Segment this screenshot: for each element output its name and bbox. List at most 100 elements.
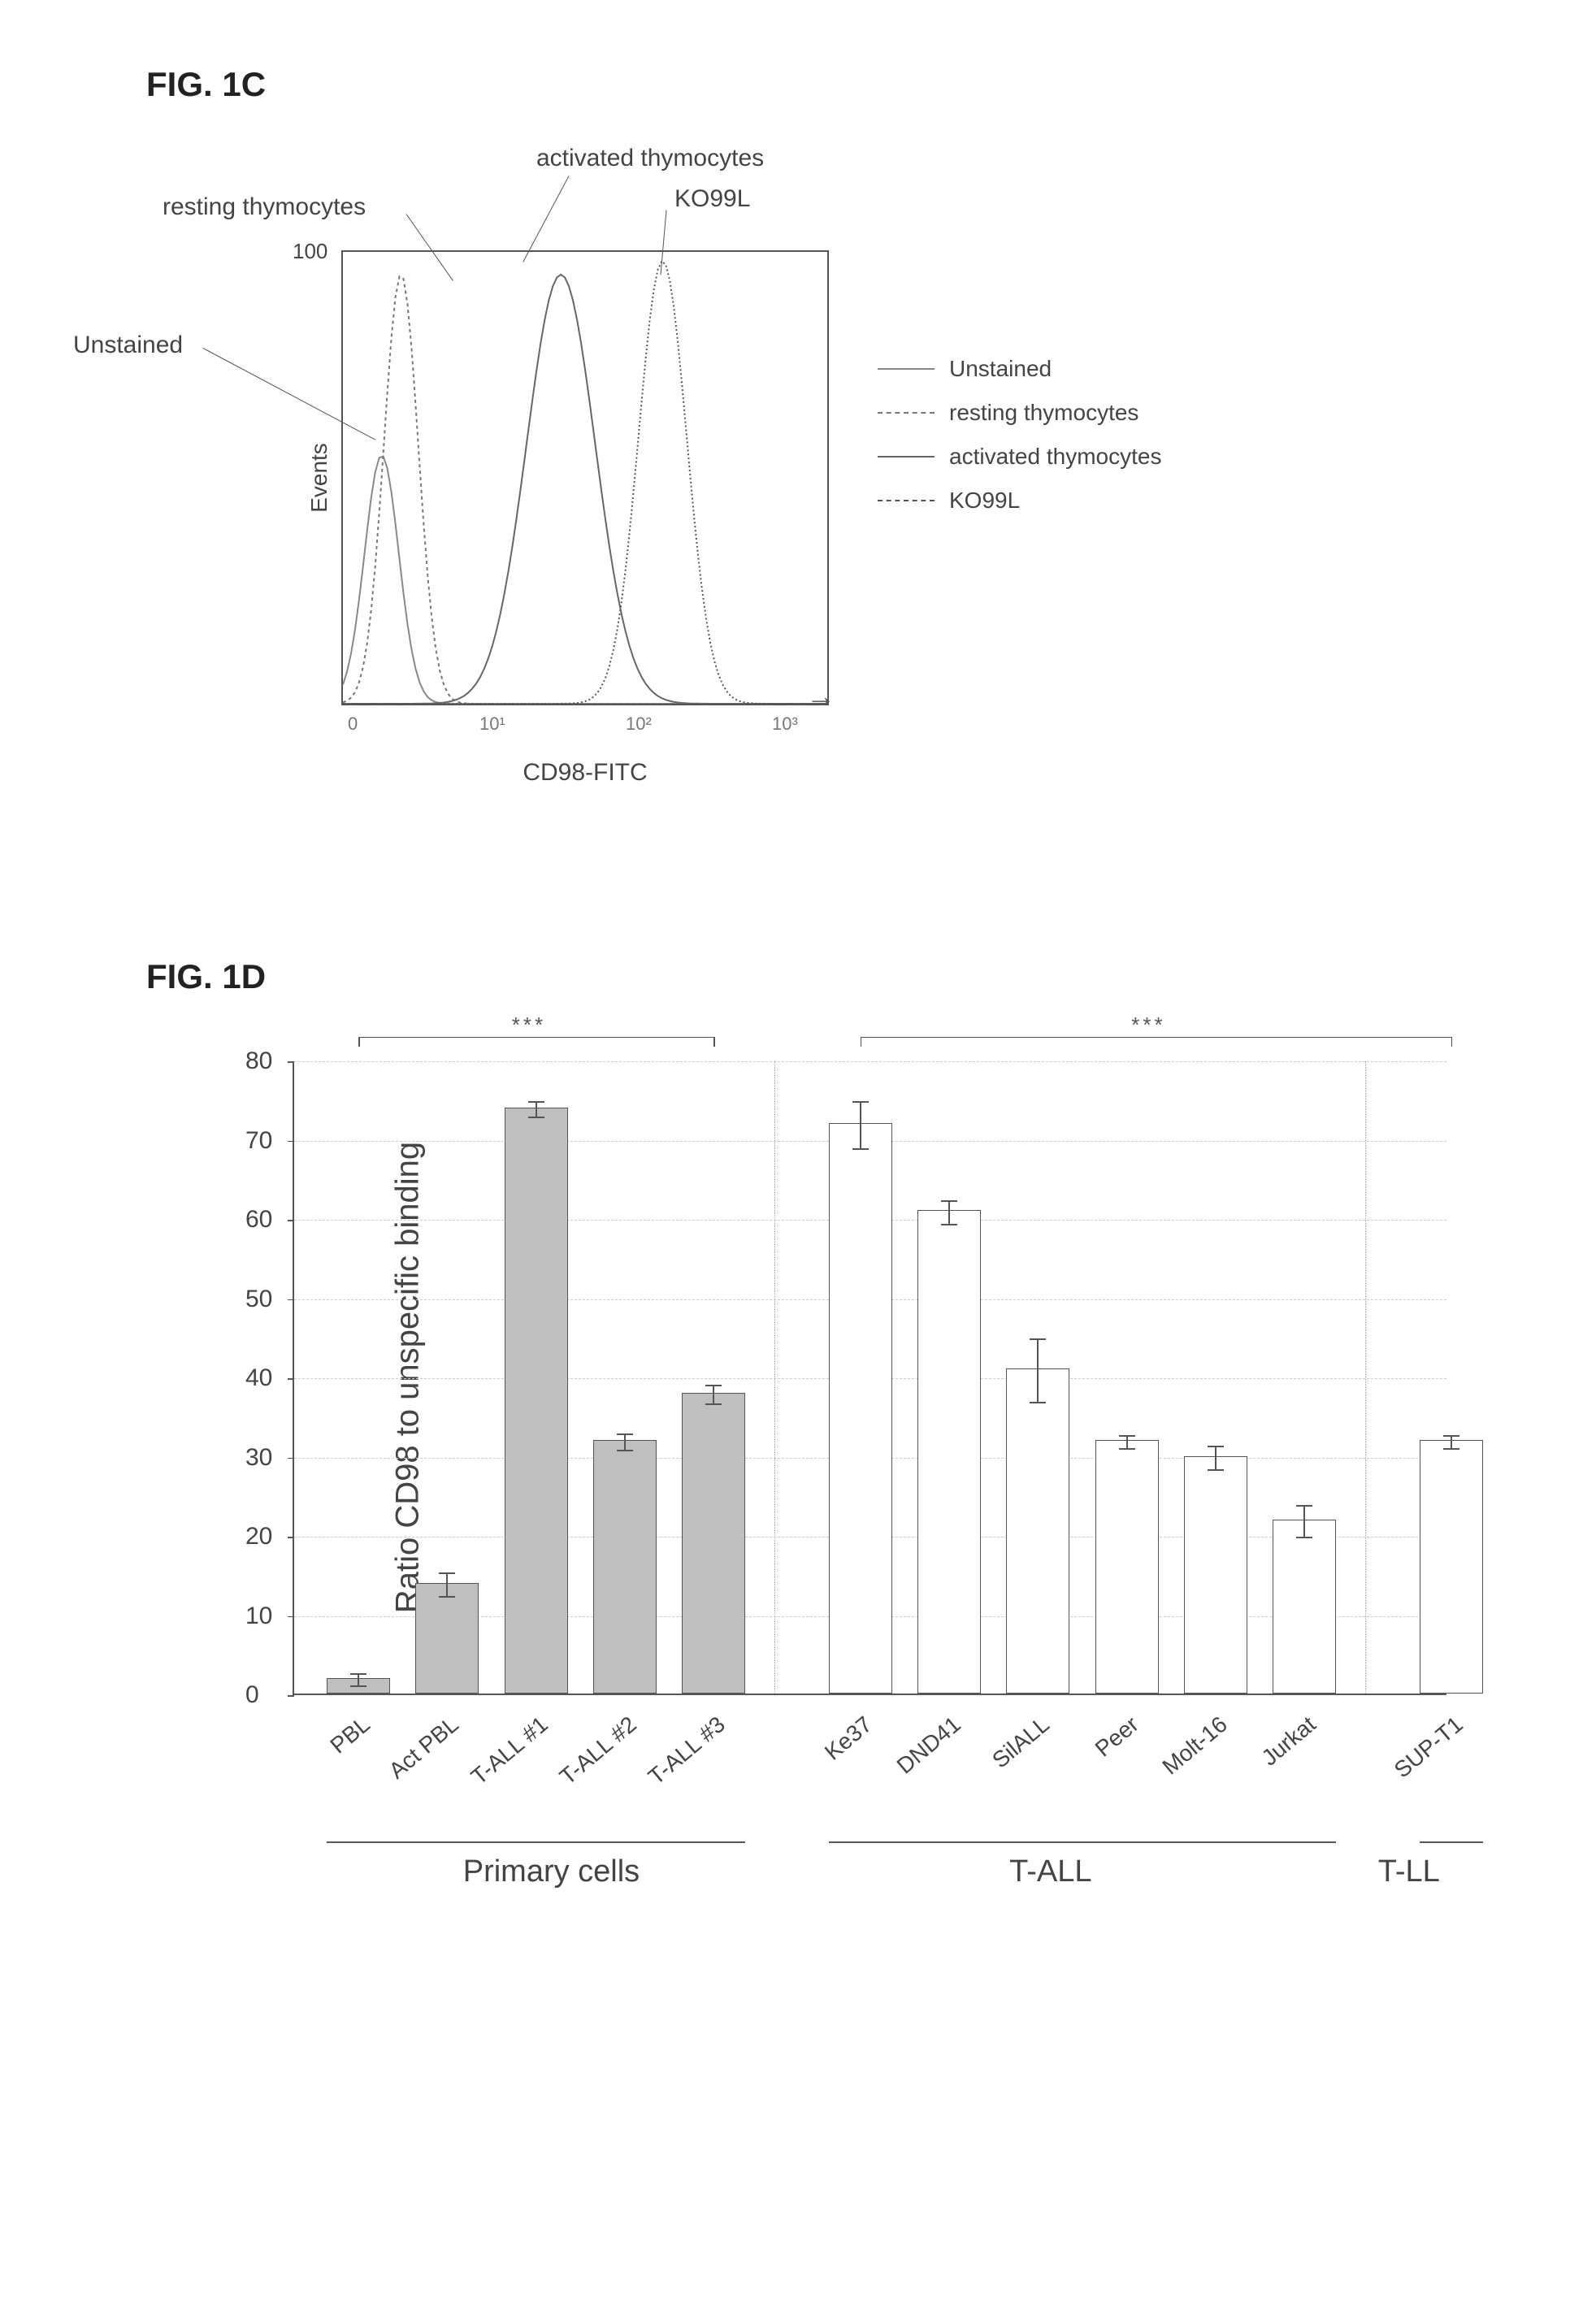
error-bar [358, 1673, 359, 1686]
error-bar-cap [1208, 1469, 1224, 1471]
error-bar-cap [1119, 1448, 1135, 1450]
y-tick-mark [288, 1061, 294, 1063]
error-bar [536, 1101, 537, 1117]
error-bar-cap [617, 1433, 633, 1435]
bar [682, 1393, 745, 1694]
y-tick: 20 [245, 1523, 272, 1551]
legend-label: resting thymocytes [949, 400, 1138, 426]
significance-bracket-end [861, 1037, 862, 1047]
y-tick-mark [288, 1141, 294, 1143]
legend-label: activated thymocytes [949, 444, 1161, 470]
significance-bracket-end [713, 1037, 715, 1047]
y-tick-mark [288, 1537, 294, 1538]
histogram-curves [343, 252, 827, 704]
error-bar-cap [1443, 1448, 1459, 1450]
error-bar-cap [1119, 1435, 1135, 1437]
annot-line [523, 176, 569, 262]
error-bar-cap [350, 1685, 366, 1687]
y-tick: 30 [245, 1444, 272, 1472]
error-bar-cap [350, 1673, 366, 1675]
y-tick: 80 [245, 1047, 272, 1075]
bar-label: PBL [325, 1711, 375, 1759]
bar-label: T-ALL #1 [466, 1711, 553, 1790]
error-bar-cap [1296, 1537, 1312, 1538]
figure-1d: Ratio CD98 to unspecific binding 0102030… [130, 1029, 1511, 2004]
y-tick: 60 [245, 1206, 272, 1234]
x-axis-label: CD98-FITC [523, 759, 647, 787]
legend: Unstained resting thymocytes activated thy… [878, 356, 1161, 531]
y-tick: 40 [245, 1364, 272, 1392]
bar [1420, 1440, 1483, 1694]
bar [1184, 1456, 1247, 1694]
legend-label: Unstained [949, 356, 1052, 382]
x-tick: 10³ [772, 713, 798, 735]
bar [917, 1210, 981, 1694]
x-tick: 10¹ [479, 713, 505, 735]
x-tick: 0 [348, 713, 358, 735]
error-bar [1215, 1446, 1217, 1469]
bar [415, 1583, 479, 1694]
bar-label: Ke37 [820, 1711, 878, 1766]
figure-1c: Unstained resting thymocytes activated t… [81, 128, 1219, 860]
error-bar-cap [1443, 1435, 1459, 1437]
bar-label: SUP-T1 [1390, 1711, 1468, 1784]
y-tick: 50 [245, 1286, 272, 1313]
error-bar [1037, 1338, 1039, 1402]
error-bar-cap [1030, 1402, 1046, 1403]
significance-stars: *** [512, 1013, 546, 1038]
error-bar-cap [705, 1385, 722, 1386]
error-bar-cap [852, 1148, 869, 1150]
group-separator [1365, 1061, 1366, 1694]
error-bar [446, 1572, 448, 1596]
y-tick: 0 [245, 1681, 259, 1709]
legend-swatch [878, 368, 935, 370]
y-tick-mark [288, 1695, 294, 1697]
error-bar [1303, 1505, 1305, 1537]
group-label: T-LL [1378, 1854, 1440, 1889]
legend-row: resting thymocytes [878, 400, 1161, 426]
significance-stars: *** [1131, 1013, 1165, 1038]
annot-resting: resting thymocytes [163, 193, 366, 221]
y-tick-mark [288, 1378, 294, 1380]
bar [505, 1108, 568, 1694]
bar [1095, 1440, 1159, 1694]
bar-label: Molt-16 [1158, 1711, 1233, 1780]
legend-swatch [878, 456, 935, 458]
y-tick: 70 [245, 1127, 272, 1155]
bar-label: SilALL [987, 1711, 1055, 1774]
bar-label: Act PBL [384, 1711, 464, 1785]
error-bar-cap [1296, 1505, 1312, 1507]
error-bar-cap [439, 1596, 455, 1598]
y-tick-mark [288, 1616, 294, 1618]
bar-label: Peer [1090, 1711, 1143, 1763]
error-bar-cap [1030, 1338, 1046, 1340]
error-bar [948, 1200, 950, 1224]
histogram-plot: Events 100 → 010¹10²10³ CD98-FITC [341, 250, 829, 705]
y-tick-mark [288, 1458, 294, 1459]
y-tick-100: 100 [293, 239, 327, 264]
y-tick-mark [288, 1220, 294, 1221]
plot-area: → [341, 250, 829, 705]
error-bar [1126, 1435, 1128, 1448]
y-axis-label: Ratio CD98 to unspecific binding [390, 1142, 427, 1613]
annot-unstained: Unstained [73, 332, 183, 359]
group-underline [829, 1841, 1337, 1843]
y-axis-label: Events [306, 443, 332, 513]
figure-1c-label: FIG. 1C [146, 65, 1515, 104]
error-bar [1451, 1435, 1452, 1448]
legend-row: KO99L [878, 488, 1161, 514]
significance-bracket-end [358, 1037, 360, 1047]
bar-label: T-ALL #2 [555, 1711, 642, 1790]
error-bar-cap [705, 1403, 722, 1405]
x-tick: 10² [626, 713, 652, 735]
error-bar-cap [941, 1224, 957, 1225]
annot-ko99l: KO99L [674, 185, 750, 213]
bar-label: T-ALL #3 [644, 1711, 731, 1790]
error-bar [860, 1101, 861, 1149]
bar-label: Jurkat [1257, 1711, 1321, 1772]
figure-1d-label: FIG. 1D [146, 957, 1515, 996]
significance-bracket-end [1451, 1037, 1453, 1047]
group-label: Primary cells [463, 1854, 640, 1889]
error-bar [624, 1433, 626, 1450]
bar-label: DND41 [892, 1711, 966, 1780]
